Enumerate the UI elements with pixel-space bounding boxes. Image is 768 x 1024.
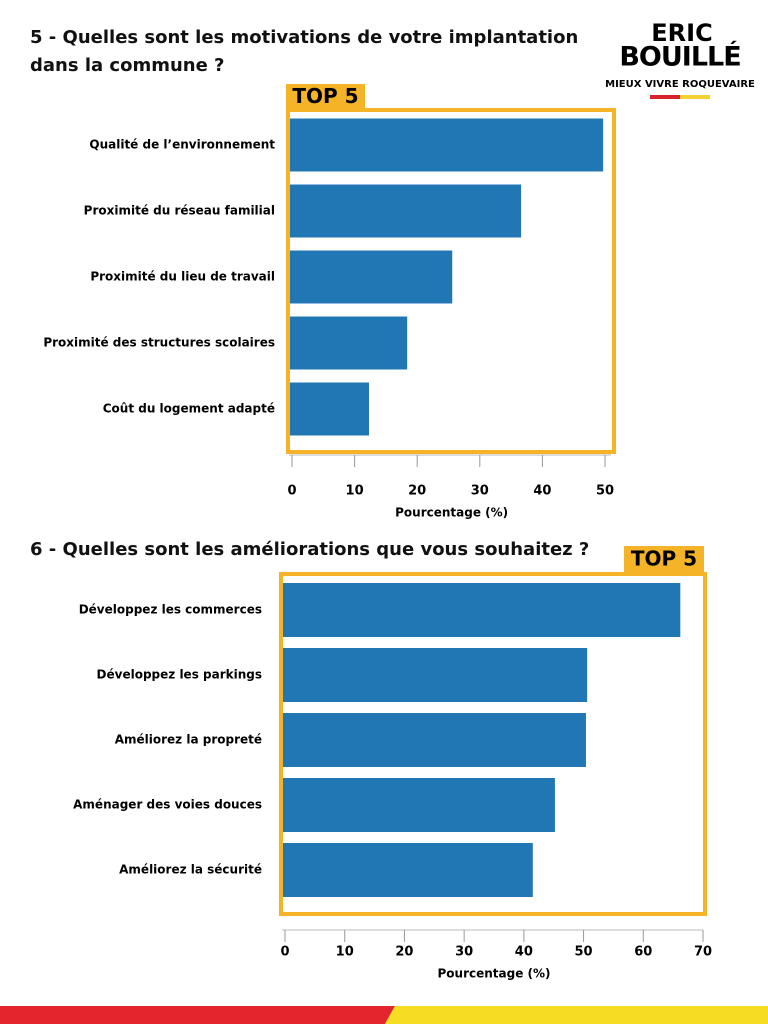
brand: BOUILLÉ: [619, 41, 740, 73]
bar: [289, 316, 408, 370]
bar: [289, 382, 369, 436]
logo-stripe: [680, 95, 710, 99]
chart-title: 5 - Quelles sont les motivations de votr…: [30, 27, 579, 76]
x-tick-label: 40: [515, 945, 533, 960]
tagline: MIEUX VIVRE ROQUEVAIRE: [605, 79, 755, 90]
category-label: Développez les parkings: [97, 668, 262, 682]
x-tick-label: 30: [455, 945, 473, 960]
bar: [289, 250, 453, 304]
annotation-box: [624, 546, 704, 572]
x-tick-label: 60: [634, 945, 652, 960]
x-tick-label: 50: [575, 945, 593, 960]
bar: [289, 118, 604, 172]
category-label: Proximité des structures scolaires: [43, 336, 275, 350]
highlight-frame: [286, 108, 616, 454]
footer-stripe: [385, 1006, 768, 1024]
x-tick-label: 50: [596, 484, 614, 499]
bar: [289, 184, 522, 238]
category-label: Coût du logement adapté: [103, 402, 275, 416]
bar: [282, 778, 555, 832]
category-label: Proximité du lieu de travail: [90, 270, 275, 284]
x-tick-label: 40: [533, 484, 551, 499]
footer-stripe: [0, 1006, 395, 1024]
x-tick-label: 10: [346, 484, 364, 499]
annotation-box: [286, 84, 365, 109]
category-label: Améliorez la sécurité: [119, 863, 262, 877]
x-tick-label: 0: [287, 484, 296, 499]
x-axis-label: Pourcentage (%): [437, 967, 550, 981]
category-label: Proximité du réseau familial: [84, 204, 275, 218]
chart-title: 6 - Quelles sont les améliorations que v…: [30, 539, 590, 560]
logo-stripe: [650, 95, 680, 99]
category-label: Aménager des voies douces: [73, 798, 262, 812]
x-tick-label: 0: [280, 945, 289, 960]
bar: [282, 843, 533, 897]
x-tick-label: 20: [395, 945, 413, 960]
category-label: Améliorez la propreté: [115, 733, 262, 747]
annotation: TOP 5: [292, 84, 358, 108]
bar: [282, 713, 586, 767]
category-label: Qualité de l’environnement: [89, 138, 275, 152]
highlight-frame: [279, 572, 707, 916]
annotation: TOP 5: [631, 547, 697, 571]
x-tick-label: 30: [471, 484, 489, 499]
category-label: Développez les commerces: [79, 603, 262, 617]
x-axis-label: Pourcentage (%): [395, 506, 508, 520]
bar: [282, 583, 681, 637]
x-tick-label: 70: [694, 945, 712, 960]
x-tick-label: 10: [336, 945, 354, 960]
bar: [282, 648, 588, 702]
x-tick-label: 20: [408, 484, 426, 499]
brand: ERIC: [651, 19, 712, 47]
